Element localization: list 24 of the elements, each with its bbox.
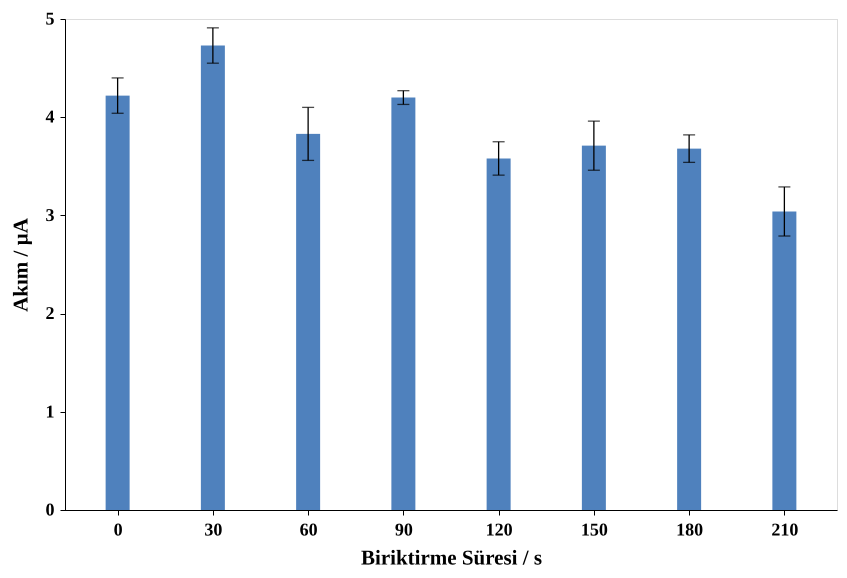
x-tick-label: 90 [394, 520, 413, 540]
bar [391, 98, 416, 510]
x-tick-label: 0 [114, 520, 123, 540]
y-axis-title: Akım / µA [8, 217, 32, 312]
y-tick-label: 4 [46, 106, 54, 127]
x-tick-label: 180 [676, 520, 704, 540]
y-tick-label: 1 [46, 401, 54, 422]
x-tick-label: 60 [300, 520, 318, 540]
x-tick-label: 120 [486, 520, 513, 540]
bar [200, 46, 225, 510]
bar [296, 134, 320, 510]
x-tick-label: 210 [771, 520, 798, 540]
bar [582, 146, 606, 510]
x-tick-label: 30 [204, 520, 222, 540]
x-tick-label: 150 [580, 520, 608, 540]
y-tick-label: 3 [46, 204, 54, 225]
bar [772, 211, 796, 510]
bar [106, 96, 130, 510]
bar [486, 158, 511, 510]
y-tick-label: 0 [46, 500, 54, 520]
y-tick-label: 5 [46, 8, 54, 28]
bar [677, 148, 702, 510]
y-tick-label: 2 [46, 303, 54, 324]
x-axis-title: Biriktirme Süresi / s [360, 546, 542, 570]
